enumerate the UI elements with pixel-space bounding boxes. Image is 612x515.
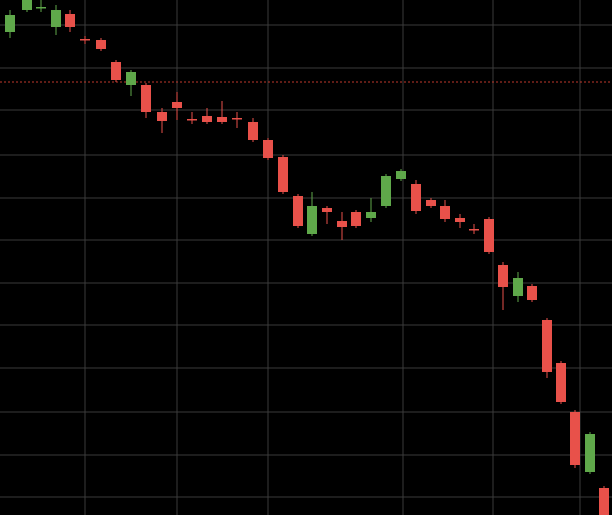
candle-body <box>527 286 537 300</box>
candle-body <box>96 40 106 49</box>
candle-body <box>65 14 75 27</box>
candle-body <box>36 7 46 9</box>
candle-body <box>80 39 90 41</box>
candle-body <box>202 116 212 122</box>
candle-body <box>498 265 508 287</box>
candle-body <box>322 208 332 212</box>
candle-body <box>217 117 227 122</box>
candle-body <box>440 206 450 219</box>
candle-body <box>111 62 121 80</box>
candle-body <box>426 200 436 206</box>
candle-body <box>157 112 167 121</box>
candle-body <box>556 363 566 402</box>
candle-body <box>570 412 580 465</box>
candle-body <box>22 0 32 10</box>
candle-body <box>455 218 465 222</box>
candle-body <box>5 15 15 32</box>
candle-body <box>51 10 61 27</box>
candle-body <box>263 140 273 158</box>
candle-body <box>599 488 609 515</box>
candle-body <box>232 118 242 120</box>
candle-body <box>307 206 317 234</box>
candle-body <box>411 184 421 211</box>
candle-body <box>141 85 151 112</box>
candle-body <box>469 229 479 231</box>
candle-body <box>172 102 182 108</box>
candle-body <box>351 212 361 226</box>
candle-body <box>293 196 303 226</box>
candle-body <box>585 434 595 472</box>
candle-body <box>484 219 494 252</box>
candle-body <box>381 176 391 206</box>
candle-body <box>366 212 376 218</box>
candle-body <box>396 171 406 179</box>
candle-body <box>126 72 136 85</box>
candle-body <box>513 278 523 296</box>
candle-body <box>542 320 552 372</box>
candle-body <box>248 122 258 140</box>
candle-body <box>187 119 197 121</box>
candle-body <box>337 221 347 227</box>
candle-body <box>278 157 288 192</box>
